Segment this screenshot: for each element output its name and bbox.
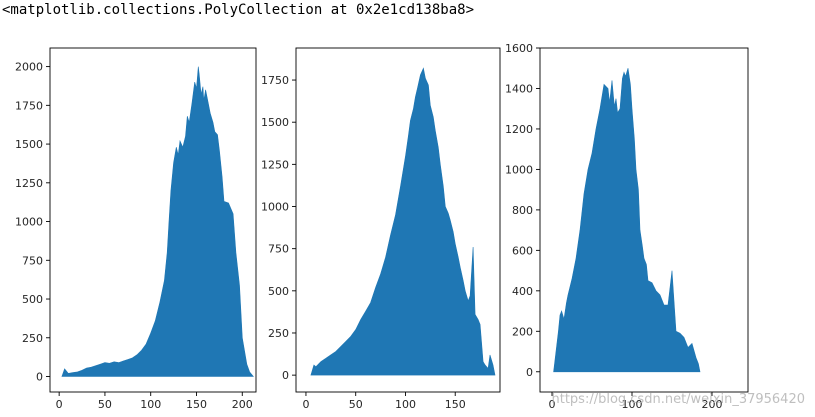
- histogram-area: [310, 67, 496, 376]
- y-tick-label: 1750: [15, 99, 43, 112]
- y-tick-label: 1000: [15, 216, 43, 229]
- y-tick-label: 0: [526, 366, 533, 379]
- y-tick-label: 1750: [261, 74, 289, 87]
- y-tick-label: 0: [282, 369, 289, 382]
- y-tick-label: 1250: [261, 158, 289, 171]
- x-tick-label: 100: [395, 398, 416, 411]
- y-tick-label: 750: [268, 243, 289, 256]
- y-tick-label: 1400: [505, 82, 533, 95]
- notebook-output-text: <matplotlib.collections.PolyCollection a…: [2, 2, 475, 18]
- y-tick-label: 1000: [505, 163, 533, 176]
- axes-frame: [49, 47, 257, 393]
- y-tick-label: 2000: [15, 61, 43, 74]
- x-tick-label: 50: [349, 398, 363, 411]
- histogram-area: [553, 68, 701, 373]
- axes-frame: [539, 47, 749, 393]
- y-tick-label: 1000: [261, 201, 289, 214]
- x-tick-label: 0: [549, 398, 556, 411]
- y-tick-label: 600: [512, 244, 533, 257]
- x-tick-label: 50: [98, 398, 112, 411]
- y-tick-label: 1500: [15, 138, 43, 151]
- x-tick-label: 0: [302, 398, 309, 411]
- x-tick-label: 200: [232, 398, 253, 411]
- x-tick-label: 200: [702, 398, 723, 411]
- histogram-area: [61, 66, 254, 377]
- y-tick-label: 250: [22, 332, 43, 345]
- axes-frame: [295, 47, 501, 393]
- histogram-panel-1: 0 50 100 150 2000250500750100012501500175020…: [15, 47, 257, 411]
- y-tick-label: 200: [512, 325, 533, 338]
- y-tick-label: 500: [268, 285, 289, 298]
- y-tick-label: 0: [36, 371, 43, 384]
- y-tick-label: 800: [512, 204, 533, 217]
- histogram-panel-3: 0 100 200 0 200 400 600 800 1000 1200 1400 1600: [505, 42, 749, 411]
- watermark-text: https://blog.csdn.net/weixin_37956420: [551, 392, 805, 407]
- x-tick-label: 100: [140, 398, 161, 411]
- y-tick-label: 250: [268, 327, 289, 340]
- y-tick-label: 1200: [505, 123, 533, 136]
- x-tick-label: 100: [622, 398, 643, 411]
- y-tick-label: 1500: [261, 116, 289, 129]
- y-tick-label: 500: [22, 293, 43, 306]
- y-tick-label: 1250: [15, 177, 43, 190]
- y-tick-label: 400: [512, 285, 533, 298]
- x-tick-label: 150: [186, 398, 207, 411]
- y-tick-label: 1600: [505, 42, 533, 55]
- y-tick-label: 750: [22, 254, 43, 267]
- x-tick-label: 0: [56, 398, 63, 411]
- x-tick-label: 150: [445, 398, 466, 411]
